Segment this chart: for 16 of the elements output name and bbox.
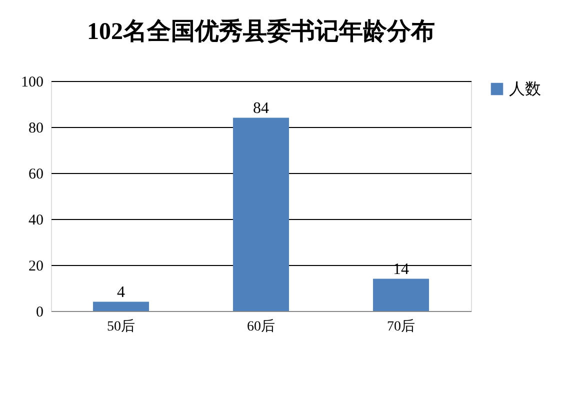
y-tick-label: 40 [28,212,44,228]
legend-label: 人数 [509,81,541,98]
y-tick-label: 20 [28,258,44,274]
chart-title: 102名全国优秀县委书记年龄分布 [87,18,435,45]
bar [233,118,289,311]
bar [93,302,149,311]
y-tick-label: 80 [28,120,44,136]
y-tick-label: 60 [28,166,44,182]
x-tick-label: 70后 [387,318,415,334]
y-tick-label: 100 [21,74,44,90]
bar [373,278,429,311]
data-label: 84 [253,100,269,117]
x-tick-label: 60后 [247,318,275,334]
y-tick-label: 0 [36,304,44,320]
x-tick-label: 50后 [107,318,135,334]
data-label: 4 [117,284,125,301]
